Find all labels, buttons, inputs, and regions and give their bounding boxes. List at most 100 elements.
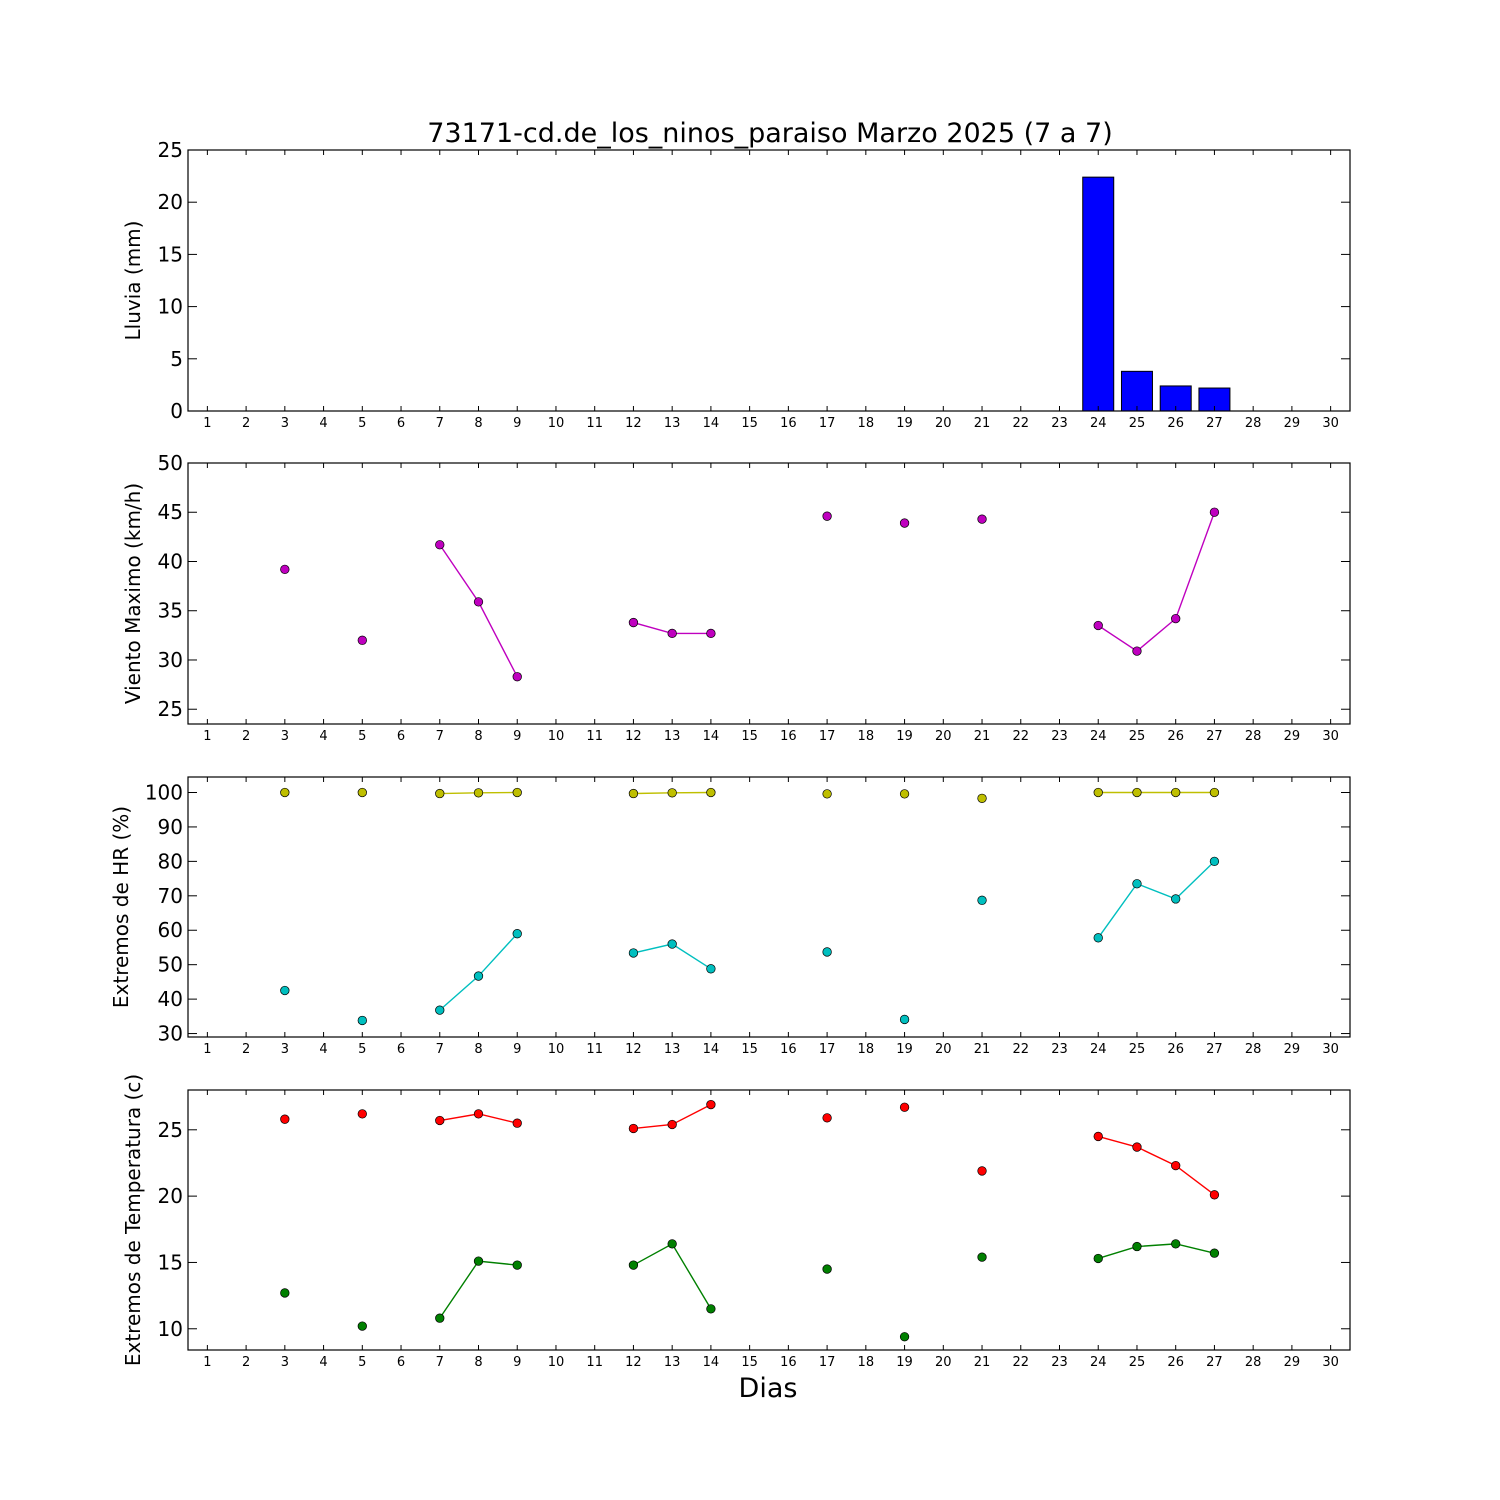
y-tick-label: 25 <box>158 697 183 721</box>
data-point <box>280 564 290 575</box>
data-point <box>1093 620 1103 631</box>
x-tick-label: 21 <box>974 1355 991 1370</box>
data-point <box>1132 1241 1142 1252</box>
plot-area <box>188 463 1350 724</box>
x-tick-label: 21 <box>974 416 991 431</box>
data-point <box>357 787 367 798</box>
x-tick-label: 14 <box>703 1042 720 1057</box>
x-tick-label: 24 <box>1090 1042 1107 1057</box>
x-tick-label: 22 <box>1012 729 1029 744</box>
data-point <box>628 788 639 799</box>
x-tick-label: 17 <box>819 729 836 744</box>
x-tick-label: 19 <box>896 1355 913 1370</box>
data-point <box>977 793 987 803</box>
plot-area <box>188 1090 1350 1350</box>
data-point <box>1093 1131 1103 1142</box>
x-tick-label: 30 <box>1322 729 1339 744</box>
data-point <box>628 948 639 958</box>
x-tick-label: 24 <box>1090 1355 1107 1370</box>
y-tick-label: 100 <box>145 780 183 804</box>
chart-panel-4: 1 2 3 4 5 6 7 8 9 10 11 12 13 14 15 16 17 18 19 20 21 22 23 24 2… <box>121 1074 1351 1370</box>
x-tick-label: 12 <box>625 729 642 744</box>
data-point <box>280 1288 290 1298</box>
data-point <box>667 1119 677 1130</box>
data-point <box>473 1109 484 1119</box>
x-tick-label: 20 <box>935 416 952 431</box>
y-axis-label: Extremos de HR (%) <box>109 806 133 1008</box>
data-point <box>512 1260 522 1270</box>
data-point <box>1171 894 1181 904</box>
x-tick-label: 18 <box>858 729 875 744</box>
y-tick-label: 20 <box>158 190 183 214</box>
x-tick-label: 27 <box>1206 1042 1223 1057</box>
data-point <box>667 628 677 639</box>
axes-frame <box>187 462 1351 725</box>
data-point <box>667 788 677 798</box>
x-tick-label: 11 <box>586 729 603 744</box>
x-tick-label: 9 <box>513 729 521 744</box>
data-point <box>512 1118 522 1128</box>
x-tick-label: 13 <box>664 1355 681 1370</box>
x-tick-label: 13 <box>664 1042 681 1057</box>
x-tick-label: 26 <box>1167 1042 1184 1057</box>
x-tick-label: 8 <box>474 1355 482 1370</box>
data-point <box>822 1113 832 1123</box>
y-tick-label: 50 <box>158 953 183 977</box>
data-point <box>628 1123 639 1134</box>
y-axis-label: Extremos de Temperatura (c) <box>121 1074 145 1366</box>
x-tick-label: 23 <box>1051 1042 1068 1057</box>
data-point <box>706 1099 716 1110</box>
x-tick-label: 15 <box>741 1355 758 1370</box>
x-tick-label: 29 <box>1284 416 1301 431</box>
y-tick-label: 35 <box>158 599 183 623</box>
data-point <box>473 1256 484 1266</box>
data-point <box>357 635 367 645</box>
x-tick-label: 17 <box>819 1355 836 1370</box>
x-tick-label: 7 <box>436 416 444 431</box>
series-line <box>1097 512 1216 652</box>
data-point <box>977 895 987 905</box>
data-point <box>1093 1253 1103 1264</box>
x-tick-label: 7 <box>436 1042 444 1057</box>
x-tick-label: 28 <box>1245 729 1262 744</box>
data-point <box>473 597 484 607</box>
data-point <box>512 787 522 798</box>
x-tick-label: 6 <box>397 1355 405 1370</box>
plot-area <box>188 150 1350 411</box>
x-tick-label: 7 <box>436 729 444 744</box>
x-tick-label: 8 <box>474 416 482 431</box>
data-point <box>899 1102 910 1112</box>
data-point <box>357 1015 367 1026</box>
data-point <box>435 1005 445 1015</box>
x-tick-label: 5 <box>358 729 366 744</box>
x-tick-label: 22 <box>1012 416 1029 431</box>
data-point <box>667 1239 677 1249</box>
x-tick-label: 16 <box>780 416 797 431</box>
y-axis-label: Viento Maximo (km/h) <box>121 483 145 704</box>
data-point <box>1209 787 1220 798</box>
x-tick-label: 30 <box>1322 1355 1339 1370</box>
x-tick-label: 27 <box>1206 1355 1223 1370</box>
x-tick-label: 15 <box>741 729 758 744</box>
x-tick-label: 10 <box>548 416 565 431</box>
x-tick-label: 4 <box>319 416 327 431</box>
x-tick-label: 25 <box>1129 1042 1146 1057</box>
x-tick-label: 3 <box>281 729 289 744</box>
x-tick-label: 26 <box>1167 1355 1184 1370</box>
x-tick-label: 23 <box>1051 1355 1068 1370</box>
x-tick-label: 3 <box>281 1355 289 1370</box>
x-tick-label: 10 <box>548 1355 565 1370</box>
x-tick-label: 12 <box>625 416 642 431</box>
y-tick-label: 90 <box>158 815 183 839</box>
x-tick-label: 13 <box>664 729 681 744</box>
data-point <box>899 518 910 528</box>
x-tick-label: 2 <box>242 1042 250 1057</box>
y-tick-label: 40 <box>158 987 183 1011</box>
series-line <box>1097 860 1215 939</box>
x-tick-label: 16 <box>780 1355 797 1370</box>
x-tick-label: 24 <box>1090 416 1107 431</box>
x-tick-label: 14 <box>703 416 720 431</box>
data-point <box>473 971 484 981</box>
x-tick-label: 6 <box>397 416 405 431</box>
